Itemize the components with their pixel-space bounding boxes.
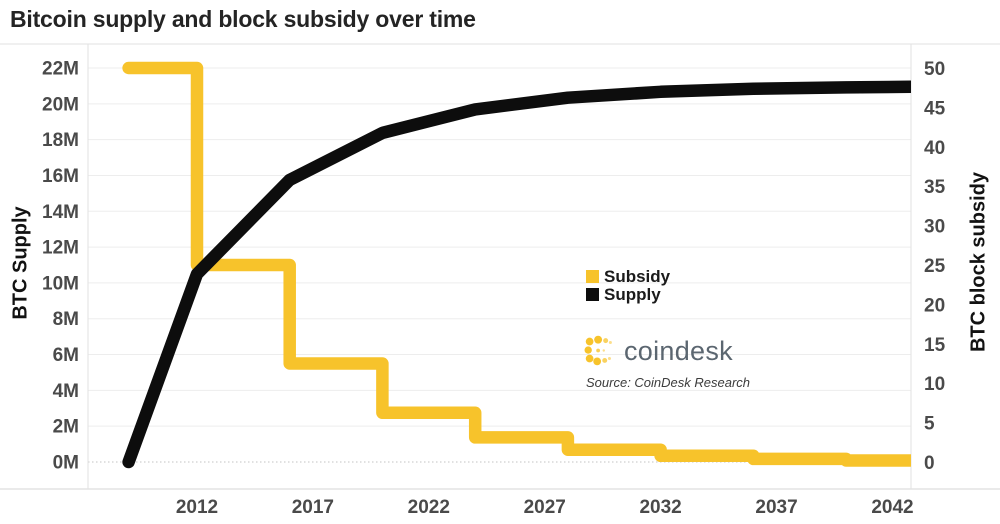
source-attribution: Source: CoinDesk Research [586, 375, 751, 390]
y-left-tick-label: 0M [53, 453, 79, 474]
subsidy-line [122, 61, 911, 467]
y-left-tick-label: 22M [42, 59, 79, 80]
supply-line [122, 80, 911, 469]
y-left-tick-label: 14M [42, 202, 79, 223]
coindesk-logo-icon [584, 335, 612, 366]
legend-item-subsidy: Subsidy [586, 268, 670, 285]
y-right-tick-label: 40 [924, 138, 945, 159]
x-tick-label: 2032 [639, 497, 681, 518]
supply-swatch-icon [586, 288, 599, 301]
y-left-tick-label: 18M [42, 130, 79, 151]
y-left-tick-label: 20M [42, 94, 79, 115]
y-right-tick-label: 50 [924, 59, 945, 80]
y-left-tick-label: 10M [42, 273, 79, 294]
y-right-tick-label: 25 [924, 256, 946, 277]
y-right-tick-label: 5 [924, 414, 935, 435]
y-right-tick-label: 10 [924, 374, 945, 395]
y-right-tick-label: 30 [924, 217, 945, 238]
legend-item-supply: Supply [586, 286, 670, 303]
y-right-tick-label: 45 [924, 98, 946, 119]
x-tick-label: 2027 [524, 497, 566, 518]
coindesk-wordmark: coindesk [624, 335, 733, 366]
y-left-tick-label: 4M [53, 381, 79, 402]
y-right-tick-label: 20 [924, 295, 945, 316]
coindesk-branding: coindesk [583, 334, 733, 368]
chart-title: Bitcoin supply and block subsidy over ti… [10, 6, 476, 32]
x-tick-label: 2017 [292, 497, 334, 518]
x-tick-label: 2037 [755, 497, 797, 518]
y-left-tick-label: 8M [53, 309, 79, 330]
x-tick-label: 2012 [176, 497, 218, 518]
y-left-tick-label: 6M [53, 345, 79, 366]
subsidy-swatch-icon [586, 270, 599, 283]
chart-legend: Subsidy Supply [586, 268, 670, 304]
y-left-tick-label: 2M [53, 417, 79, 438]
y-right-tick-label: 35 [924, 177, 946, 198]
y-left-tick-label: 12M [42, 238, 79, 259]
x-tick-label: 2042 [871, 497, 913, 518]
legend-label-supply: Supply [604, 285, 661, 304]
y-left-tick-label: 16M [42, 166, 79, 187]
y-right-tick-label: 15 [924, 335, 946, 356]
y-right-tick-label: 0 [924, 453, 935, 474]
legend-label-subsidy: Subsidy [604, 267, 671, 286]
x-tick-label: 2022 [408, 497, 450, 518]
